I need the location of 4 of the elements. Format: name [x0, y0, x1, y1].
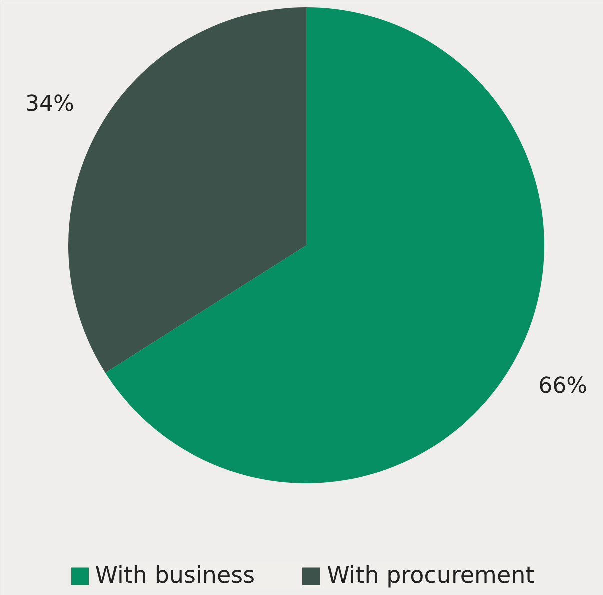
legend-label: With business — [95, 563, 256, 589]
data-label: 66% — [538, 374, 588, 400]
legend-label: With procurement — [327, 563, 535, 589]
data-label: 34% — [26, 92, 74, 117]
